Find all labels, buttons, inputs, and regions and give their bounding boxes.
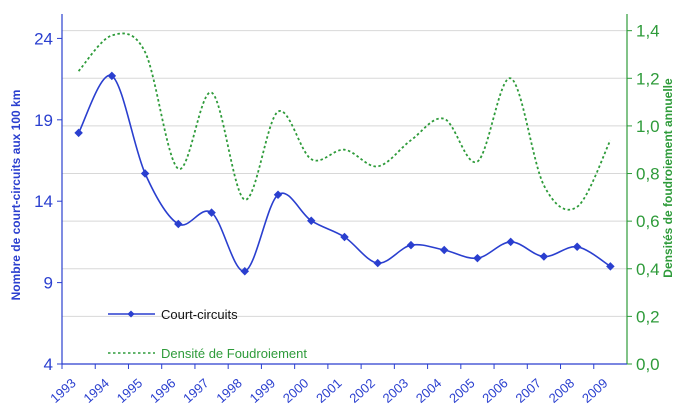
left-tick-label: 24 xyxy=(34,29,53,48)
right-tick-label: 0,2 xyxy=(636,307,660,326)
data-point-court-circuits xyxy=(340,232,349,242)
data-point-court-circuits xyxy=(107,71,117,81)
right-tick-label: 1,4 xyxy=(636,22,660,41)
data-point-court-circuits xyxy=(439,245,449,255)
data-point-court-circuits xyxy=(74,128,83,138)
x-tick-label: 1995 xyxy=(114,375,146,405)
x-axis-tick-labels: 1993 1994 1995 1996 1997 1998 1999 2000 2001 2002… xyxy=(47,364,611,406)
series-line-densite xyxy=(77,32,612,211)
legend-marker-court-circuits xyxy=(127,310,135,318)
legend-label-densite: Densité de Foudroiement xyxy=(161,346,307,361)
x-tick-label: 2003 xyxy=(380,375,412,405)
right-tick-label: 1,2 xyxy=(636,69,660,88)
right-tick-label: 1,0 xyxy=(636,117,660,136)
x-tick-label: 1998 xyxy=(213,375,245,405)
x-tick-label: 2000 xyxy=(280,375,312,405)
data-point-court-circuits xyxy=(539,252,549,261)
right-tick-label: 0,6 xyxy=(636,212,660,231)
data-point-court-circuits xyxy=(307,216,316,225)
legend: Court-circuits Densité de Foudroiement xyxy=(108,307,307,361)
x-tick-label: 2002 xyxy=(346,375,378,405)
data-point-court-circuits xyxy=(373,258,382,268)
right-tick-label: 0,4 xyxy=(636,260,660,279)
series-markers xyxy=(74,71,615,276)
x-tick-label: 2009 xyxy=(579,375,611,405)
data-point-court-circuits xyxy=(572,242,582,252)
x-tick-label: 2007 xyxy=(513,375,545,405)
left-tick-label: 4 xyxy=(44,355,53,374)
series-lines xyxy=(77,32,612,272)
gridlines xyxy=(62,30,627,317)
series-line-court-circuits xyxy=(77,74,611,272)
data-point-court-circuits xyxy=(406,240,416,250)
data-point-court-circuits xyxy=(207,208,216,217)
axes xyxy=(61,14,628,365)
left-tick-label: 9 xyxy=(44,274,53,293)
data-point-court-circuits xyxy=(273,190,283,199)
x-tick-label: 2005 xyxy=(446,375,478,405)
x-tick-label: 1996 xyxy=(147,375,179,405)
right-tick-label: 0,0 xyxy=(636,355,660,374)
data-point-court-circuits xyxy=(506,237,515,247)
x-tick-label: 1997 xyxy=(180,375,212,405)
data-point-court-circuits xyxy=(473,253,482,263)
x-tick-label: 1994 xyxy=(80,375,112,405)
x-tick-label: 2008 xyxy=(546,375,578,405)
left-axis-tick-labels: 4 9 14 19 24 xyxy=(34,29,62,374)
data-point-court-circuits xyxy=(240,266,250,276)
x-tick-label: 1999 xyxy=(247,375,279,405)
data-point-court-circuits xyxy=(140,169,150,178)
data-point-court-circuits xyxy=(606,262,615,271)
right-axis-tick-labels: 0,0 0,2 0,4 0,6 0,8 1,0 1,2 1,4 xyxy=(627,22,660,374)
legend-label-court-circuits: Court-circuits xyxy=(161,307,238,322)
x-tick-label: 2006 xyxy=(479,375,511,405)
x-tick-label: 2004 xyxy=(413,375,445,405)
data-point-court-circuits xyxy=(174,219,183,229)
left-tick-label: 19 xyxy=(34,111,53,130)
x-tick-label: 1993 xyxy=(47,375,79,405)
x-tick-label: 2001 xyxy=(313,375,345,405)
left-axis-title: Nombre de court-circuits aux 100 km xyxy=(9,90,23,301)
left-tick-label: 14 xyxy=(34,192,53,211)
right-tick-label: 0,8 xyxy=(636,165,660,184)
right-axis-title: Densités de foudroiement annuelle xyxy=(661,78,675,278)
